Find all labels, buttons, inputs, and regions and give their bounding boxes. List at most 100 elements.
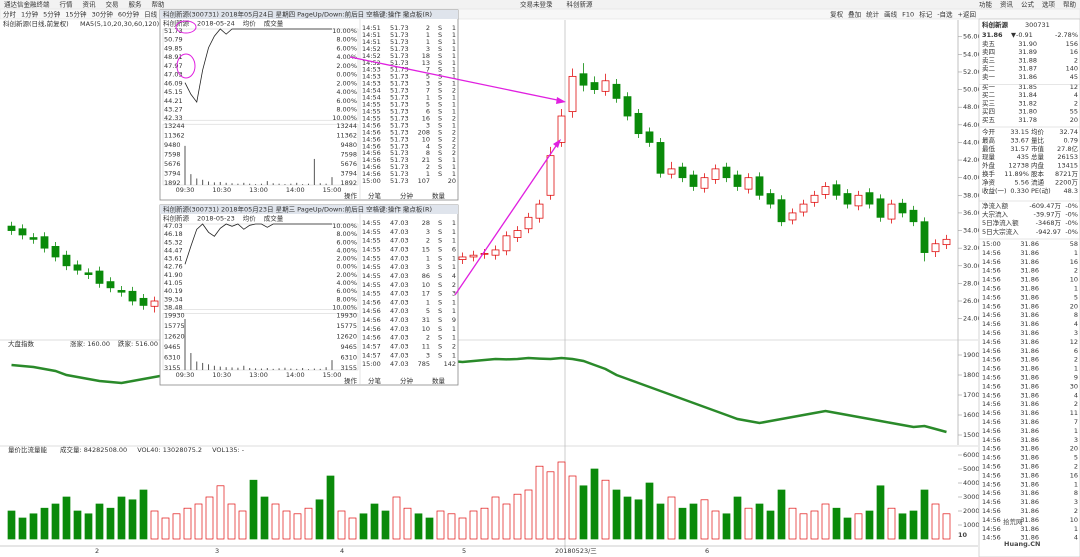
stat-label: 量比 bbox=[1031, 135, 1045, 144]
y-tick-label: 44.00 bbox=[963, 138, 982, 146]
toolbar-item: 复权 bbox=[830, 10, 844, 19]
volume-label: 3794 bbox=[164, 170, 181, 178]
candle-body bbox=[513, 230, 522, 238]
trade-time: 14:56 bbox=[982, 311, 1001, 319]
tick-volume: 3 bbox=[426, 121, 430, 129]
trade-price: 31.86 bbox=[1020, 311, 1039, 319]
tick-volume: 208 bbox=[418, 128, 430, 136]
tick-price: 51.73 bbox=[390, 177, 409, 185]
toolbar-item: 标记 bbox=[919, 10, 933, 19]
price-label: 43.61 bbox=[164, 255, 183, 263]
trade-time: 14:56 bbox=[982, 427, 1001, 435]
tick-count: 1 bbox=[452, 73, 456, 81]
book-label: 买四 bbox=[982, 108, 995, 116]
pct-label: 8.00% bbox=[336, 105, 357, 113]
tick-time: 14:55 bbox=[362, 114, 381, 122]
tick-count: 2 bbox=[452, 281, 456, 289]
tick-count: 1 bbox=[452, 237, 456, 245]
tick-count: 2 bbox=[452, 135, 456, 143]
volume-bar bbox=[392, 496, 401, 540]
window-title: 科创新源(300731) 2018年05月23日 星期三 PageUp/Down… bbox=[163, 205, 432, 214]
stat-label: 最低 bbox=[982, 144, 996, 153]
toolbar-item: 15分钟 bbox=[65, 10, 87, 19]
volume-bar bbox=[799, 513, 808, 540]
y-tick-label: 1900 bbox=[963, 351, 980, 359]
tick-price: 47.03 bbox=[390, 272, 409, 280]
tick-time: 14:56 bbox=[362, 128, 381, 136]
tick-time: 14:55 bbox=[362, 219, 381, 227]
panel-legend: VOL40: 13028075.2 bbox=[137, 446, 202, 454]
volume-bar bbox=[788, 507, 797, 540]
volume-bar bbox=[568, 475, 577, 540]
trade-time: 14:56 bbox=[982, 320, 1001, 328]
volume-bar bbox=[656, 503, 665, 540]
window-titlebar bbox=[160, 205, 458, 214]
y-tick-label: 48.00 bbox=[963, 103, 982, 111]
circle-mark bbox=[176, 53, 196, 79]
candle-body bbox=[40, 236, 49, 249]
candle-body bbox=[139, 297, 148, 306]
tick-count: 1 bbox=[452, 156, 456, 164]
trade-price: 31.86 bbox=[1020, 320, 1039, 328]
tick-side: S bbox=[438, 290, 442, 298]
book-label: 卖二 bbox=[982, 65, 996, 73]
candle-body bbox=[535, 203, 544, 219]
tick-side: S bbox=[438, 149, 442, 157]
trade-price: 31.86 bbox=[1020, 302, 1039, 310]
y-tick-label: 60000 bbox=[963, 451, 984, 459]
trade-price: 31.86 bbox=[1020, 516, 1039, 524]
tick-volume: 1 bbox=[426, 94, 430, 102]
candle-body bbox=[491, 249, 500, 256]
tick-count: 1 bbox=[452, 31, 456, 39]
tick-price: 47.03 bbox=[390, 316, 409, 324]
window-tab[interactable]: 数量 bbox=[432, 376, 446, 385]
volume-bar bbox=[777, 489, 786, 540]
tick-volume: 15 bbox=[422, 245, 430, 253]
toolbar-item: 日线 bbox=[144, 10, 158, 19]
window-tab[interactable]: 分笔 bbox=[368, 376, 382, 385]
volume-area bbox=[162, 313, 359, 371]
trade-time: 14:56 bbox=[982, 347, 1001, 355]
book-label: 买五 bbox=[982, 116, 996, 124]
tick-count: 1 bbox=[452, 107, 456, 115]
tick-side: S bbox=[438, 87, 442, 95]
y-tick-label: 28.00 bbox=[963, 279, 982, 287]
candle-body bbox=[678, 166, 687, 179]
candle-body bbox=[832, 184, 841, 196]
stat-label: 市值 bbox=[1031, 144, 1045, 153]
window-tab[interactable]: 数量 bbox=[432, 191, 446, 200]
candle-body bbox=[480, 253, 489, 255]
candle-body bbox=[62, 254, 71, 267]
window-tab[interactable]: 分钟 bbox=[400, 191, 414, 200]
trade-price: 31.86 bbox=[1020, 427, 1039, 435]
tick-price: 47.03 bbox=[390, 228, 409, 236]
flow-pct: -0% bbox=[1065, 202, 1078, 210]
window-tab[interactable]: 分钟 bbox=[400, 376, 414, 385]
tick-count: 1 bbox=[452, 121, 456, 129]
volume-label: 3155 bbox=[340, 364, 357, 372]
y-tick-label: 40000 bbox=[963, 479, 984, 487]
price-label: 50.79 bbox=[164, 36, 183, 44]
menu-item: 帮助 bbox=[1063, 0, 1077, 9]
tick-side: S bbox=[438, 59, 442, 67]
volume-bar bbox=[623, 496, 632, 540]
price-label: 45.15 bbox=[164, 88, 183, 96]
trade-volume: 20 bbox=[1070, 302, 1078, 310]
window-subtitle: 成交量 bbox=[264, 214, 284, 223]
volume-bar bbox=[381, 510, 390, 540]
volume-bar bbox=[722, 513, 731, 540]
price-pct: -2.78% bbox=[1055, 31, 1078, 39]
menu-item: 帮助 bbox=[152, 0, 166, 9]
candle-body bbox=[51, 245, 60, 258]
volume-bar bbox=[931, 503, 940, 540]
volume-bar bbox=[7, 510, 16, 540]
y-tick-label: 1700 bbox=[963, 391, 980, 399]
window-subtitle: 2018-05-23 bbox=[197, 215, 235, 223]
y-tick-label: 26.00 bbox=[963, 297, 982, 305]
window-tab[interactable]: 分笔 bbox=[368, 191, 382, 200]
book-price: 31.87 bbox=[1018, 65, 1037, 73]
tick-count: 1 bbox=[452, 24, 456, 32]
tick-price: 47.03 bbox=[390, 307, 409, 315]
volume-bar bbox=[942, 513, 951, 540]
volume-label: 7598 bbox=[164, 151, 181, 159]
